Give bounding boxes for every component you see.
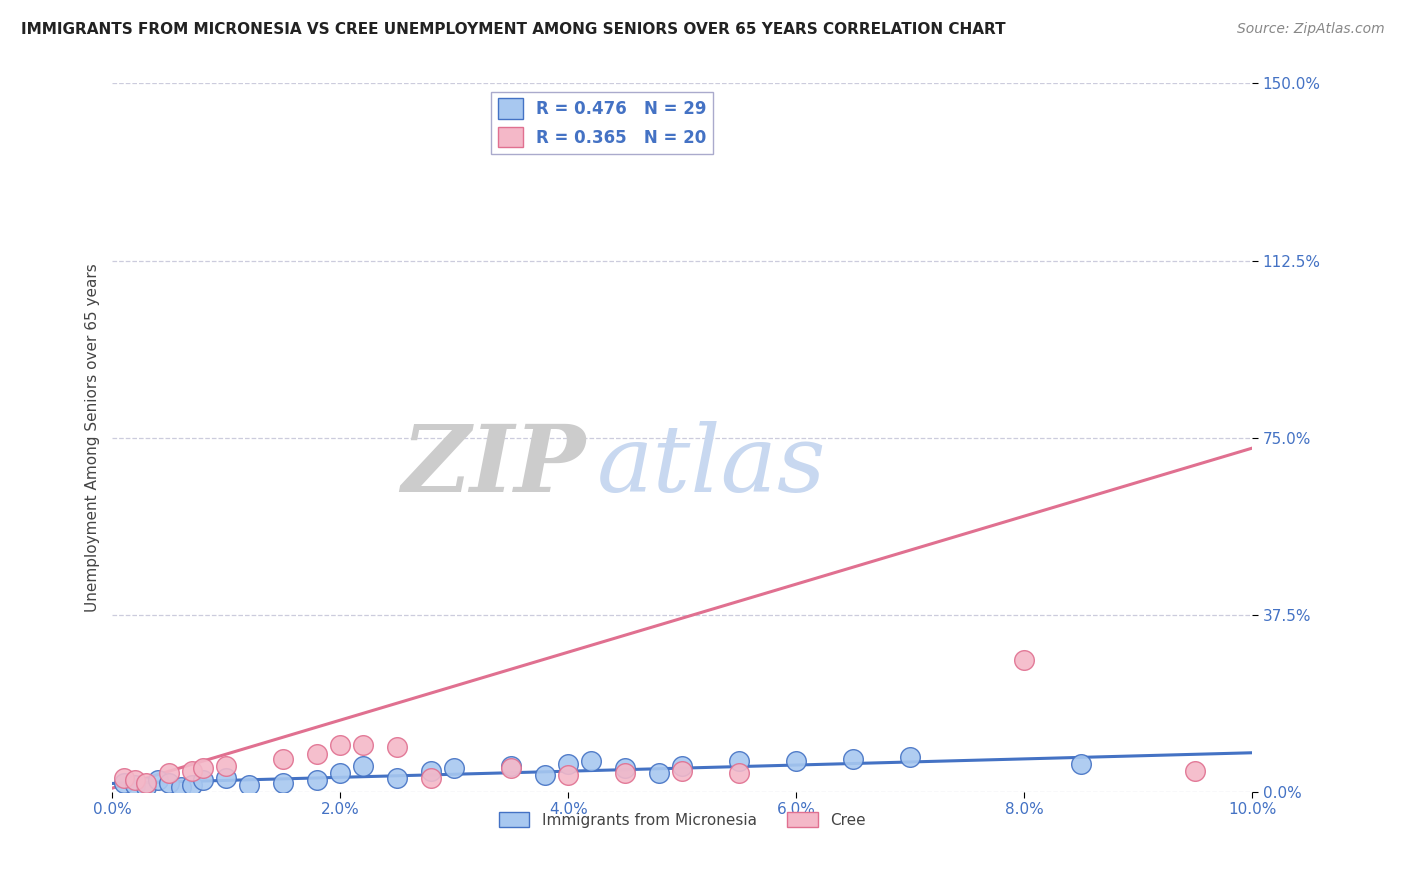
Point — [271, 752, 294, 766]
Point — [557, 768, 579, 782]
Y-axis label: Unemployment Among Seniors over 65 years: Unemployment Among Seniors over 65 years — [86, 263, 100, 612]
Point — [352, 759, 374, 773]
Point — [671, 764, 693, 778]
Point — [307, 747, 329, 761]
Point — [352, 738, 374, 752]
Point — [648, 766, 671, 780]
Point — [215, 771, 238, 785]
Point — [898, 749, 921, 764]
Point — [193, 761, 215, 775]
Point — [135, 775, 157, 789]
Text: atlas: atlas — [596, 421, 827, 511]
Point — [443, 761, 465, 775]
Point — [728, 766, 751, 780]
Point — [501, 759, 523, 773]
Point — [271, 775, 294, 789]
Point — [146, 773, 169, 788]
Point — [420, 764, 443, 778]
Point — [1184, 764, 1206, 778]
Point — [785, 754, 807, 768]
Point — [180, 778, 202, 792]
Point — [307, 773, 329, 788]
Point — [169, 780, 191, 795]
Point — [215, 759, 238, 773]
Point — [614, 766, 637, 780]
Point — [157, 775, 180, 789]
Point — [420, 771, 443, 785]
Point — [579, 754, 602, 768]
Point — [329, 738, 352, 752]
Point — [112, 771, 135, 785]
Point — [385, 740, 408, 755]
Point — [671, 759, 693, 773]
Point — [557, 756, 579, 771]
Point — [124, 778, 146, 792]
Point — [728, 754, 751, 768]
Point — [501, 761, 523, 775]
Point — [193, 773, 215, 788]
Point — [1070, 756, 1092, 771]
Text: ZIP: ZIP — [401, 421, 585, 511]
Point — [124, 773, 146, 788]
Point — [135, 780, 157, 795]
Text: IMMIGRANTS FROM MICRONESIA VS CREE UNEMPLOYMENT AMONG SENIORS OVER 65 YEARS CORR: IMMIGRANTS FROM MICRONESIA VS CREE UNEMP… — [21, 22, 1005, 37]
Point — [614, 761, 637, 775]
Point — [385, 771, 408, 785]
Point — [157, 766, 180, 780]
Point — [1012, 653, 1035, 667]
Legend: Immigrants from Micronesia, Cree: Immigrants from Micronesia, Cree — [492, 805, 872, 834]
Point — [238, 778, 260, 792]
Text: Source: ZipAtlas.com: Source: ZipAtlas.com — [1237, 22, 1385, 37]
Point — [112, 775, 135, 789]
Point — [180, 764, 202, 778]
Point — [329, 766, 352, 780]
Point — [534, 768, 557, 782]
Point — [842, 752, 865, 766]
